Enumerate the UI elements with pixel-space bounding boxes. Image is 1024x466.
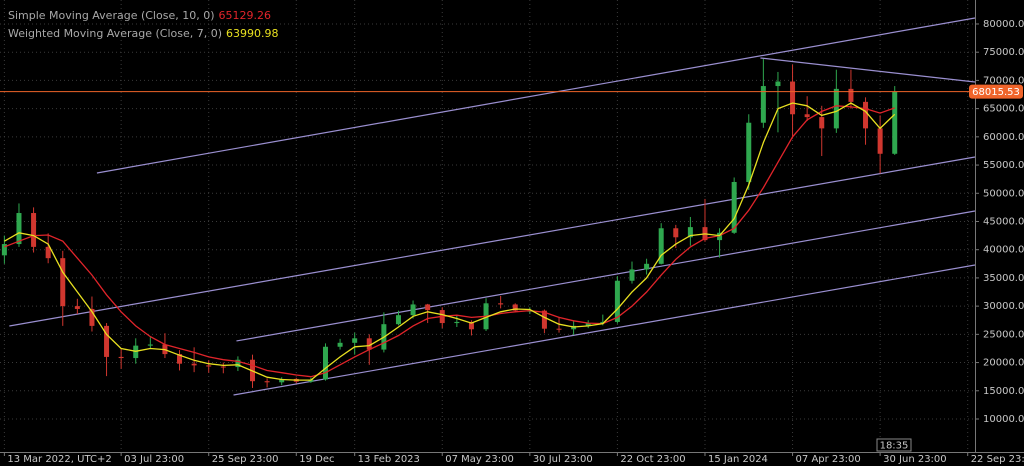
candle-body	[717, 232, 723, 241]
x-tick-label: 30 Jul 23:00	[533, 454, 593, 465]
candle-body	[60, 258, 66, 307]
plot-area	[0, 17, 976, 396]
x-tick-label: 22 Sep 23:00	[971, 454, 1024, 465]
candle-body	[833, 88, 839, 129]
y-tick-label: 35000.00	[983, 273, 1024, 284]
candle-body	[264, 381, 270, 383]
x-tick-label: 13 Feb 2023	[358, 454, 420, 465]
y-tick-label: 70000.00	[983, 75, 1024, 86]
trendline	[236, 210, 976, 342]
candle-body	[74, 306, 80, 309]
y-tick-label: 65000.00	[983, 104, 1024, 115]
candle-body	[541, 310, 547, 329]
axes: 10000.00 15000.00 20000.00 25000.00 30000.00…	[3, 19, 1024, 465]
y-tick-label: 50000.00	[983, 188, 1024, 199]
trendline	[233, 264, 976, 396]
timer-box	[876, 438, 912, 452]
candle-body	[644, 263, 650, 270]
y-tick-label: 15000.00	[983, 386, 1024, 397]
y-tick-label: 45000.00	[983, 216, 1024, 227]
candle-body	[760, 86, 766, 123]
y-tick-label: 30000.00	[983, 301, 1024, 312]
candle-body	[31, 213, 37, 247]
candle-body	[819, 117, 825, 129]
candle-body	[512, 304, 518, 311]
trendline	[96, 17, 976, 174]
candle-body	[804, 114, 810, 118]
candle-body	[1, 244, 7, 256]
candle-body	[687, 227, 693, 238]
moving-average-line	[4, 105, 895, 378]
candle-body	[790, 81, 796, 115]
candle-body	[410, 304, 416, 316]
y-tick-label: 80000.00	[983, 19, 1024, 30]
y-tick-label: 20000.00	[983, 358, 1024, 369]
candle-body	[556, 328, 562, 330]
y-tick-label: 10000.00	[983, 414, 1024, 425]
candle-body	[658, 228, 664, 264]
candle-body	[279, 378, 285, 383]
candle-body	[468, 321, 474, 330]
candle-body	[775, 81, 781, 87]
candle-body	[147, 344, 153, 346]
price-label-box	[969, 84, 1023, 99]
candle-body	[629, 269, 635, 281]
y-tick-label: 60000.00	[983, 132, 1024, 143]
x-tick-label: 19 Dec	[299, 454, 334, 465]
candle-body	[425, 304, 431, 311]
y-tick-label: 75000.00	[983, 47, 1024, 58]
candle-body	[848, 88, 854, 102]
x-tick-label: 22 Oct 23:00	[620, 454, 685, 465]
candle-body	[118, 356, 124, 359]
candle-body	[600, 321, 606, 324]
candle-body	[892, 91, 898, 154]
candle-body	[104, 325, 110, 357]
candle-body	[45, 246, 51, 259]
legend-sma: Simple Moving Average (Close, 10, 0)	[8, 9, 215, 22]
y-tick-label: 25000.00	[983, 329, 1024, 340]
x-tick-label: 07 Apr 23:00	[796, 454, 861, 465]
candle-body	[322, 346, 328, 380]
candle-body	[395, 315, 401, 325]
candle-body	[206, 365, 212, 367]
candle-body	[89, 308, 95, 326]
timer: 18:35	[880, 441, 909, 452]
candle-body	[16, 213, 22, 245]
candle-body	[746, 122, 752, 182]
trendline	[9, 156, 976, 327]
x-tick-label: 25 Sep 23:00	[212, 454, 279, 465]
candle-body	[191, 363, 197, 366]
trendline	[760, 57, 976, 83]
candle-body	[220, 366, 226, 368]
candle-body	[731, 181, 737, 233]
legend-wma-value: 63990.98	[226, 27, 279, 40]
legend-sma-value: 65129.26	[219, 9, 272, 22]
candle-body	[863, 101, 869, 129]
x-tick-label: 30 Jun 23:00	[883, 454, 947, 465]
candle-body	[498, 303, 504, 305]
x-tick-label: 13 Mar 2022, UTC+2	[7, 454, 111, 465]
price-label: 68015.53	[972, 87, 1020, 98]
grid	[0, 0, 975, 452]
legend-wma: Weighted Moving Average (Close, 7, 0)	[8, 27, 222, 40]
candle-body	[585, 323, 591, 326]
y-tick-label: 40000.00	[983, 245, 1024, 256]
x-tick-label: 03 Jul 23:00	[124, 454, 184, 465]
candle-body	[366, 338, 372, 350]
candle-body	[235, 359, 241, 368]
x-tick-label: 15 Jan 2024	[708, 454, 768, 465]
candle-body	[673, 228, 679, 238]
x-tick-label: 07 May 23:00	[445, 454, 514, 465]
candle-body	[614, 280, 620, 322]
moving-average-line	[4, 102, 896, 381]
candle-body	[177, 354, 183, 364]
candle-body	[352, 338, 358, 343]
candle-body	[454, 321, 460, 324]
y-tick-label: 55000.00	[983, 160, 1024, 171]
candle-body	[877, 128, 883, 154]
candle-body	[337, 342, 343, 347]
